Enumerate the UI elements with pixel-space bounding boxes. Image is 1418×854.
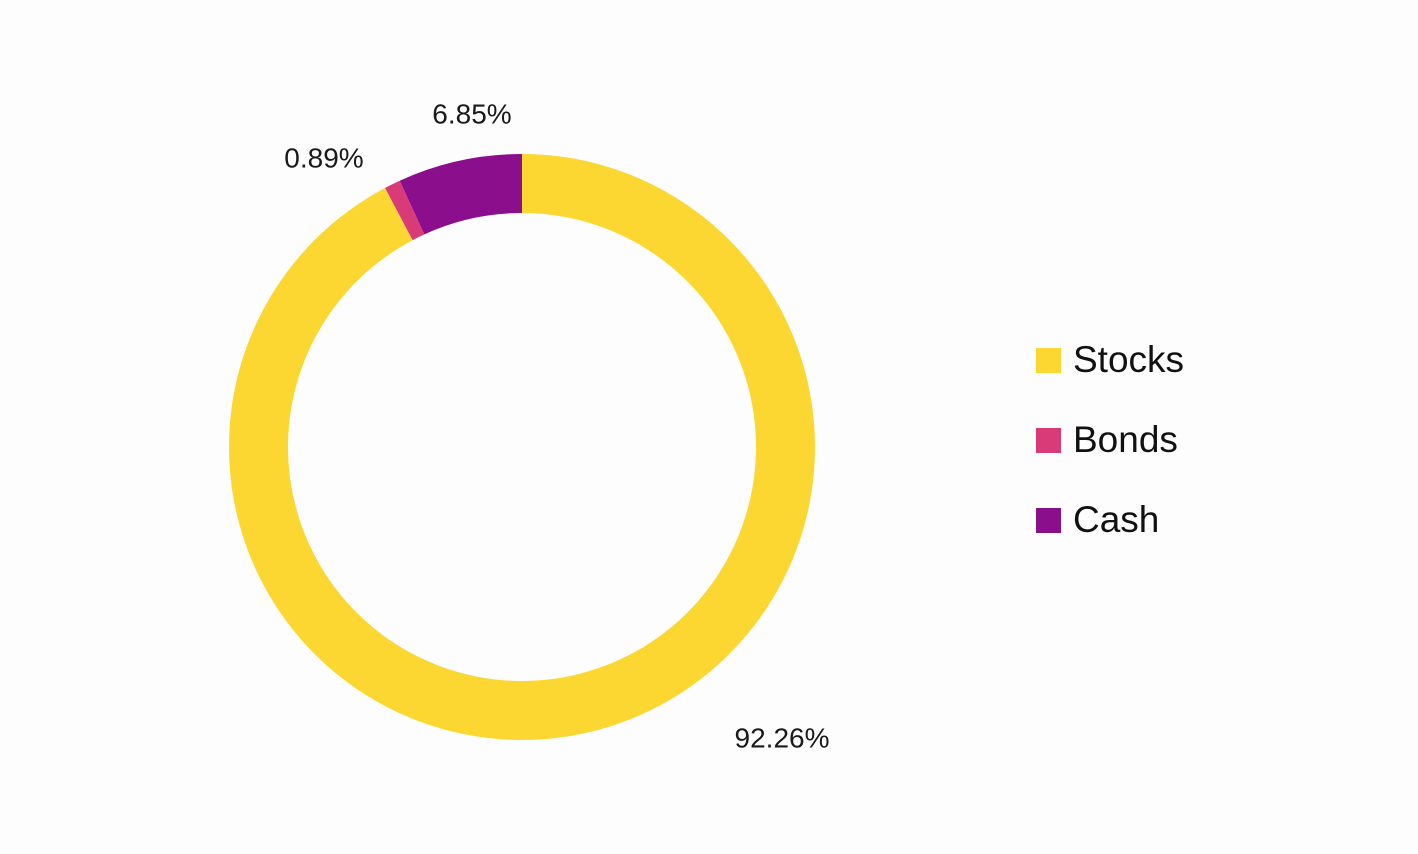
legend-swatch-stocks	[1036, 347, 1061, 373]
data-label-stocks: 92.26%	[735, 722, 830, 753]
legend-item-bonds: Bonds	[1036, 420, 1184, 460]
legend-label-bonds: Bonds	[1073, 419, 1178, 460]
legend-item-cash: Cash	[1036, 500, 1184, 540]
donut-slices	[228, 154, 816, 740]
chart-legend: Stocks Bonds Cash	[1036, 340, 1184, 580]
legend-swatch-cash	[1036, 507, 1061, 533]
legend-label-stocks: Stocks	[1073, 339, 1185, 380]
legend-label-cash: Cash	[1073, 499, 1160, 540]
slice-bonds	[385, 180, 425, 241]
slice-cash	[399, 154, 522, 235]
legend-item-stocks: Stocks	[1036, 340, 1184, 380]
legend-swatch-bonds	[1036, 427, 1061, 453]
data-label-bonds: 0.89%	[284, 142, 363, 173]
slice-stocks	[228, 154, 816, 740]
donut-data-labels: 92.26% 0.89% 6.85%	[284, 98, 829, 753]
data-label-cash: 6.85%	[432, 98, 511, 129]
